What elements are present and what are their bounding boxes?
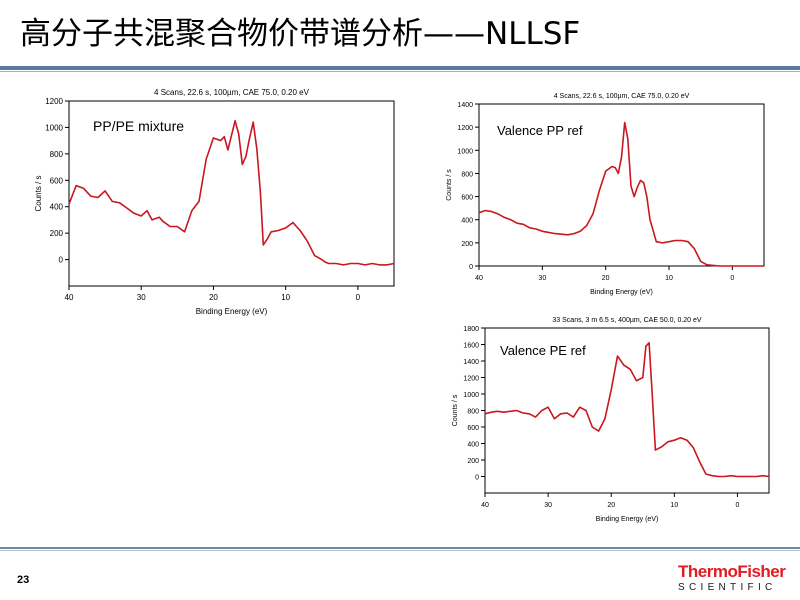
y-tick-label: 200 bbox=[467, 458, 479, 465]
thermofisher-logo: ThermoFisher SCIENTIFIC bbox=[678, 563, 794, 594]
y-tick-label: 1000 bbox=[463, 392, 479, 399]
y-tick-label: 800 bbox=[50, 150, 64, 159]
spectrum-line bbox=[478, 121, 764, 267]
valence-pp-ref-chart: 4 Scans, 22.6 s, 100µm, CAE 75.0, 0.20 e… bbox=[446, 93, 765, 296]
plot-frame bbox=[478, 103, 765, 267]
logo-brand-top: ThermoFisher bbox=[678, 562, 786, 581]
chart-header: 4 Scans, 22.6 s, 100µm, CAE 75.0, 0.20 e… bbox=[554, 93, 690, 100]
footer-divider bbox=[0, 547, 800, 549]
page-number: 23 bbox=[17, 574, 30, 586]
x-tick-label: 20 bbox=[602, 275, 610, 282]
y-tick-label: 1400 bbox=[457, 102, 473, 109]
header-divider-thin bbox=[0, 71, 800, 72]
y-axis-label: Counts / s bbox=[446, 169, 453, 201]
y-tick-label: 200 bbox=[50, 229, 64, 238]
chart-annotation: Valence PE ref bbox=[500, 343, 586, 358]
y-tick-label: 1200 bbox=[463, 376, 479, 383]
x-tick-label: 0 bbox=[735, 502, 739, 509]
x-tick-label: 40 bbox=[481, 502, 489, 509]
y-tick-label: 1000 bbox=[457, 148, 473, 155]
y-tick-label: 0 bbox=[475, 475, 479, 482]
chart-header: 33 Scans, 3 m 6.5 s, 400µm, CAE 50.0, 0.… bbox=[552, 317, 702, 324]
x-tick-label: 40 bbox=[65, 293, 74, 302]
y-tick-label: 1600 bbox=[463, 343, 479, 350]
x-tick-label: 20 bbox=[209, 293, 218, 302]
y-axis-label: Counts / s bbox=[452, 394, 459, 426]
y-tick-label: 200 bbox=[461, 241, 473, 248]
x-tick-label: 10 bbox=[665, 275, 673, 282]
y-tick-label: 800 bbox=[467, 409, 479, 416]
slide-title: 高分子共混聚合物价带谱分析——NLLSF bbox=[20, 16, 581, 52]
plot-frame bbox=[68, 100, 395, 287]
spectrum-line bbox=[484, 341, 770, 478]
y-tick-label: 400 bbox=[461, 218, 473, 225]
chart-annotation: PP/PE mixture bbox=[93, 118, 184, 134]
x-axis-label: Binding Energy (eV) bbox=[590, 289, 653, 296]
chart-annotation: Valence PP ref bbox=[497, 123, 583, 138]
y-tick-label: 600 bbox=[50, 176, 64, 185]
y-tick-label: 1400 bbox=[463, 359, 479, 366]
footer-divider-thin bbox=[0, 550, 800, 551]
x-tick-label: 10 bbox=[281, 293, 290, 302]
x-tick-label: 0 bbox=[356, 293, 361, 302]
valence-pe-ref-chart: 33 Scans, 3 m 6.5 s, 400µm, CAE 50.0, 0.… bbox=[452, 317, 770, 523]
x-axis-label: Binding Energy (eV) bbox=[596, 516, 659, 523]
y-tick-label: 0 bbox=[59, 256, 64, 265]
chart-header: 4 Scans, 22.6 s, 100µm, CAE 75.0, 0.20 e… bbox=[154, 88, 310, 97]
x-tick-label: 30 bbox=[137, 293, 146, 302]
y-tick-label: 400 bbox=[467, 442, 479, 449]
x-tick-label: 0 bbox=[730, 275, 734, 282]
y-tick-label: 1000 bbox=[45, 123, 63, 132]
y-tick-label: 400 bbox=[50, 203, 64, 212]
x-axis-label: Binding Energy (eV) bbox=[196, 307, 268, 316]
x-tick-label: 30 bbox=[538, 275, 546, 282]
y-tick-label: 600 bbox=[467, 425, 479, 432]
spectrum-line bbox=[68, 119, 395, 266]
x-tick-label: 20 bbox=[607, 502, 615, 509]
y-tick-label: 1200 bbox=[45, 97, 63, 106]
x-tick-label: 40 bbox=[475, 275, 483, 282]
x-tick-label: 30 bbox=[544, 502, 552, 509]
y-tick-label: 0 bbox=[469, 264, 473, 271]
y-tick-label: 1800 bbox=[463, 326, 479, 333]
logo-brand-bottom: SCIENTIFIC bbox=[678, 582, 777, 593]
y-tick-label: 600 bbox=[461, 195, 473, 202]
x-tick-label: 10 bbox=[670, 502, 678, 509]
pp-pe-mixture-chart: 4 Scans, 22.6 s, 100µm, CAE 75.0, 0.20 e… bbox=[34, 88, 395, 316]
y-tick-label: 800 bbox=[461, 171, 473, 178]
y-tick-label: 1200 bbox=[457, 125, 473, 132]
header-divider bbox=[0, 66, 800, 70]
y-axis-label: Counts / s bbox=[34, 175, 43, 211]
